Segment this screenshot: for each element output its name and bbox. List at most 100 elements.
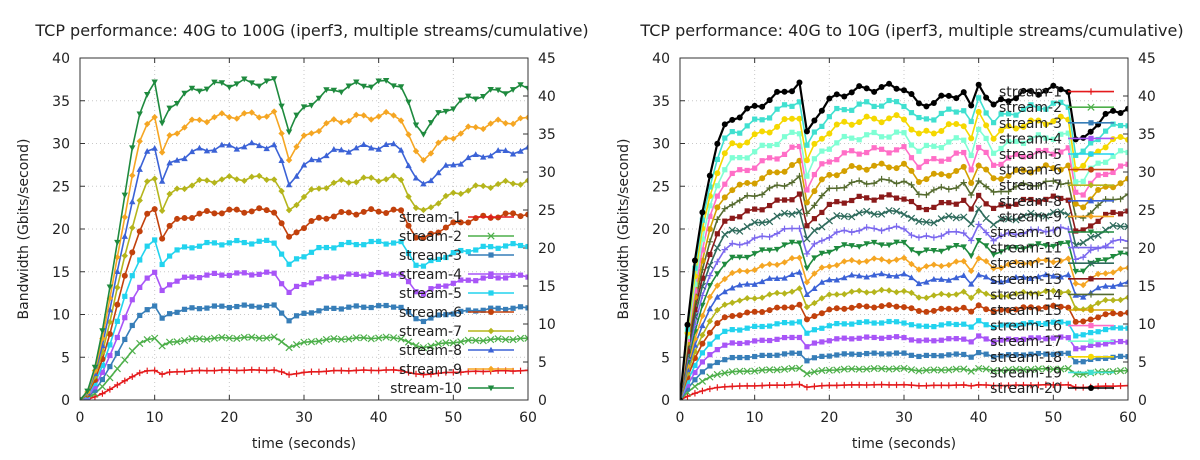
legend-label: stream-13 bbox=[990, 272, 1062, 288]
data-point bbox=[1050, 243, 1057, 250]
data-point bbox=[99, 362, 105, 369]
data-point bbox=[158, 178, 166, 184]
data-point bbox=[465, 93, 472, 100]
legend-label: stream-18 bbox=[990, 350, 1062, 366]
data-point bbox=[863, 303, 870, 310]
data-point bbox=[1057, 224, 1064, 231]
data-point bbox=[699, 275, 705, 281]
data-point bbox=[1027, 117, 1034, 124]
data-point bbox=[938, 322, 944, 328]
data-point bbox=[404, 338, 413, 346]
legend-item: stream-15 bbox=[990, 303, 1114, 319]
data-point bbox=[494, 147, 502, 153]
data-point bbox=[1012, 231, 1020, 238]
data-point bbox=[435, 200, 442, 207]
data-point bbox=[714, 183, 720, 189]
data-point bbox=[278, 220, 285, 227]
data-point bbox=[509, 150, 517, 157]
data-point bbox=[1087, 229, 1095, 236]
data-point bbox=[203, 147, 211, 154]
y-tick-label: 20 bbox=[52, 222, 70, 238]
data-point bbox=[976, 126, 982, 133]
data-point bbox=[181, 306, 188, 312]
data-point bbox=[1034, 365, 1043, 373]
data-point bbox=[804, 142, 810, 148]
data-point bbox=[1109, 196, 1117, 203]
data-point bbox=[1050, 151, 1056, 157]
data-point bbox=[428, 257, 434, 264]
data-point bbox=[1013, 352, 1019, 358]
data-point bbox=[1013, 112, 1019, 118]
data-point bbox=[945, 366, 953, 374]
data-point bbox=[826, 249, 833, 256]
data-point bbox=[930, 234, 938, 241]
legend-item: stream-3 bbox=[999, 116, 1114, 132]
data-point bbox=[1035, 117, 1042, 124]
data-point bbox=[405, 222, 412, 229]
data-point bbox=[759, 103, 766, 110]
data-point bbox=[106, 374, 114, 382]
data-point bbox=[1094, 202, 1102, 209]
data-point bbox=[863, 224, 870, 231]
data-point bbox=[152, 269, 158, 275]
data-point bbox=[789, 88, 795, 95]
data-point bbox=[308, 310, 315, 316]
data-point bbox=[990, 135, 997, 142]
legend-item: stream-13 bbox=[990, 272, 1114, 288]
data-point bbox=[908, 305, 915, 312]
data-point bbox=[122, 336, 128, 343]
data-point bbox=[856, 351, 862, 358]
series-stream-2 bbox=[80, 333, 528, 400]
data-point bbox=[915, 250, 923, 257]
data-point bbox=[767, 202, 773, 209]
data-point bbox=[1116, 367, 1125, 375]
data-point bbox=[811, 285, 818, 291]
data-point bbox=[1042, 381, 1050, 388]
data-point bbox=[752, 206, 758, 212]
data-point bbox=[368, 304, 374, 311]
data-point bbox=[945, 186, 952, 193]
legend-item: stream-12 bbox=[990, 256, 1114, 272]
y-tick-label: 5 bbox=[61, 350, 70, 366]
data-point bbox=[825, 366, 833, 374]
data-point bbox=[107, 342, 113, 348]
data-point bbox=[233, 176, 240, 183]
data-point bbox=[435, 312, 441, 318]
data-point bbox=[953, 321, 959, 328]
data-point bbox=[151, 113, 158, 121]
data-point bbox=[218, 210, 225, 217]
data-point bbox=[413, 289, 419, 295]
data-point bbox=[293, 370, 300, 377]
data-point bbox=[699, 359, 705, 365]
data-point bbox=[99, 390, 106, 397]
series-stream-11 bbox=[680, 221, 1128, 400]
data-point bbox=[983, 122, 990, 129]
data-point bbox=[915, 382, 923, 390]
legend-item: stream-16 bbox=[990, 319, 1114, 335]
chart-title: TCP performance: 40G to 100G (iperf3, mu… bbox=[34, 21, 588, 40]
data-point bbox=[1005, 336, 1012, 342]
data-point bbox=[938, 382, 945, 389]
data-point bbox=[901, 87, 907, 94]
data-point bbox=[1117, 382, 1124, 390]
data-point bbox=[196, 306, 203, 312]
data-point bbox=[1110, 153, 1116, 160]
data-point bbox=[841, 200, 847, 206]
data-point bbox=[788, 239, 796, 246]
data-point bbox=[144, 91, 151, 98]
x-tick-label: 40 bbox=[370, 410, 388, 426]
data-point bbox=[1020, 230, 1027, 237]
data-point bbox=[953, 184, 960, 192]
data-point bbox=[1035, 320, 1041, 327]
data-point bbox=[509, 87, 517, 93]
data-point bbox=[692, 377, 698, 383]
data-point bbox=[353, 111, 360, 119]
data-point bbox=[1125, 105, 1128, 112]
data-point bbox=[189, 214, 195, 221]
data-point bbox=[1042, 212, 1050, 220]
data-point bbox=[173, 130, 181, 137]
data-point bbox=[826, 130, 833, 137]
data-point bbox=[908, 155, 915, 161]
data-point bbox=[1035, 226, 1042, 233]
data-point bbox=[744, 325, 750, 331]
